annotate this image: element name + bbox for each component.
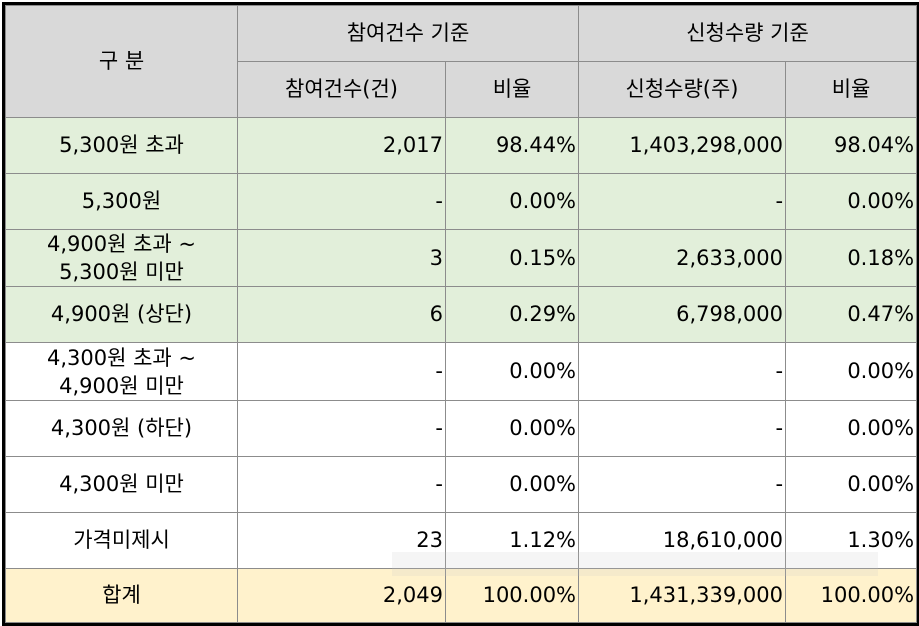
- row-label: 4,300원 초과 ~ 4,900원 미만: [5, 342, 238, 401]
- category-header: 구 분: [5, 4, 238, 119]
- table-row: 가격미제시 23 1.12% 18,610,000 1.30%: [5, 511, 918, 569]
- quantity-ratio-cell: 0.00%: [785, 455, 918, 513]
- table-row: 4,300원 미만 - 0.00% - 0.00%: [5, 455, 918, 513]
- row-label: 4,900원 초과 ~ 5,300원 미만: [5, 229, 238, 288]
- total-quantity-ratio-cell: 100.00%: [785, 567, 918, 624]
- quantity-basis-header: 신청수량 기준: [578, 4, 918, 63]
- count-cell: 23: [237, 511, 446, 569]
- total-count-cell: 2,049: [237, 567, 446, 624]
- quantity-ratio-cell: 0.00%: [785, 173, 918, 231]
- quantity-ratio-column-header: 비율: [785, 61, 918, 119]
- count-ratio-cell: 98.44%: [444, 117, 580, 175]
- table-row: 5,300원 초과 2,017 98.44% 1,403,298,000 98.…: [5, 117, 918, 175]
- count-ratio-cell: 0.00%: [444, 399, 580, 457]
- count-ratio-cell: 0.00%: [444, 173, 580, 231]
- total-label: 합계: [5, 567, 238, 624]
- quantity-cell: 1,403,298,000: [578, 117, 787, 175]
- count-cell: 2,017: [237, 117, 446, 175]
- count-ratio-cell: 0.29%: [444, 286, 580, 344]
- total-row: 합계 2,049 100.00% 1,431,339,000 100.00%: [5, 567, 918, 624]
- quantity-cell: 6,798,000: [578, 286, 787, 344]
- count-cell: -: [237, 455, 446, 513]
- table-row: 4,300원 초과 ~ 4,900원 미만 - 0.00% - 0.00%: [5, 342, 918, 401]
- count-cell: -: [237, 173, 446, 231]
- quantity-cell: -: [578, 455, 787, 513]
- count-cell: -: [237, 342, 446, 401]
- total-quantity-cell: 1,431,339,000: [578, 567, 787, 624]
- count-cell: 3: [237, 229, 446, 288]
- count-column-header: 참여건수(건): [237, 61, 446, 119]
- count-cell: -: [237, 399, 446, 457]
- quantity-cell: 18,610,000: [578, 511, 787, 569]
- quantity-ratio-cell: 0.18%: [785, 229, 918, 288]
- count-ratio-cell: 0.00%: [444, 342, 580, 401]
- count-cell: 6: [237, 286, 446, 344]
- row-label: 가격미제시: [5, 511, 238, 569]
- table-row: 4,900원 초과 ~ 5,300원 미만 3 0.15% 2,633,000 …: [5, 229, 918, 288]
- quantity-cell: -: [578, 173, 787, 231]
- quantity-ratio-cell: 0.00%: [785, 342, 918, 401]
- quantity-ratio-cell: 0.00%: [785, 399, 918, 457]
- count-ratio-cell: 0.00%: [444, 455, 580, 513]
- quantity-ratio-cell: 98.04%: [785, 117, 918, 175]
- row-label-line2: 5,300원 미만: [59, 260, 184, 285]
- total-count-ratio-cell: 100.00%: [444, 567, 580, 624]
- count-ratio-column-header: 비율: [444, 61, 580, 119]
- count-basis-header: 참여건수 기준: [236, 4, 580, 63]
- row-label-line1: 4,300원 초과 ~: [46, 345, 197, 370]
- quantity-ratio-cell: 0.47%: [785, 286, 918, 344]
- table-row: 4,300원 (하단) - 0.00% - 0.00%: [5, 399, 918, 457]
- row-label: 4,300원 미만: [5, 455, 238, 513]
- count-ratio-cell: 0.15%: [444, 229, 580, 288]
- quantity-cell: -: [578, 399, 787, 457]
- row-label: 5,300원: [5, 173, 238, 231]
- table-row: 5,300원 - 0.00% - 0.00%: [5, 173, 918, 231]
- quantity-column-header: 신청수량(주): [578, 61, 787, 119]
- row-label-line2: 4,900원 미만: [59, 373, 184, 398]
- quantity-ratio-cell: 1.30%: [785, 511, 918, 569]
- row-label-line1: 4,900원 초과 ~: [46, 232, 197, 257]
- row-label: 4,300원 (하단): [5, 399, 238, 457]
- table-row: 4,900원 (상단) 6 0.29% 6,798,000 0.47%: [5, 286, 918, 344]
- demand-forecast-table: 구 분 참여건수 기준 신청수량 기준 참여건수(건) 비율 신청수량(주) 비…: [5, 4, 918, 624]
- row-label: 5,300원 초과: [5, 117, 238, 175]
- quantity-cell: -: [578, 342, 787, 401]
- count-ratio-cell: 1.12%: [444, 511, 580, 569]
- row-label: 4,900원 (상단): [5, 286, 238, 344]
- quantity-cell: 2,633,000: [578, 229, 787, 288]
